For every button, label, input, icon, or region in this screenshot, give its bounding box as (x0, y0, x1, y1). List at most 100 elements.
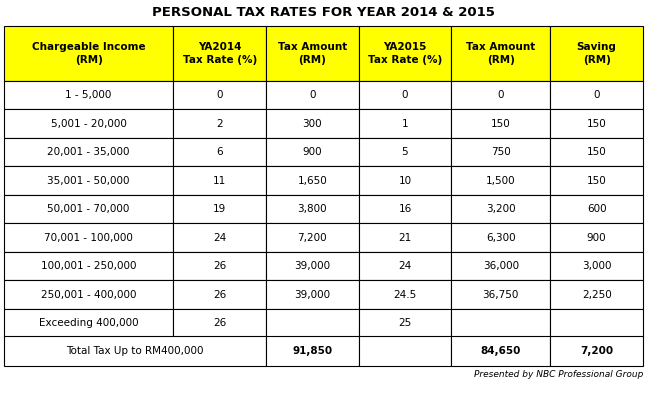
Bar (452, 81, 551, 109)
Text: 50,001 - 70,000: 50,001 - 70,000 (47, 204, 130, 214)
Text: 36,000: 36,000 (483, 261, 519, 271)
Text: 100,001 - 250,000: 100,001 - 250,000 (41, 261, 137, 271)
Text: 6,300: 6,300 (486, 233, 516, 243)
Text: PERSONAL TAX RATES FOR YEAR 2014 & 2015: PERSONAL TAX RATES FOR YEAR 2014 & 2015 (152, 7, 495, 19)
Text: 84,650: 84,650 (481, 346, 521, 356)
Text: 39,000: 39,000 (294, 290, 331, 300)
Bar (173, 81, 266, 109)
Bar (358, 81, 452, 109)
Text: 0: 0 (402, 90, 408, 100)
Text: 16: 16 (399, 204, 411, 214)
Text: 39,000: 39,000 (294, 261, 331, 271)
Text: YA2014
Tax Rate (%): YA2014 Tax Rate (%) (182, 42, 257, 65)
Bar (266, 166, 358, 195)
Bar (173, 166, 266, 195)
Text: 600: 600 (587, 204, 606, 214)
Text: 1,650: 1,650 (298, 176, 327, 186)
Text: 91,850: 91,850 (292, 346, 333, 356)
Bar (4, 224, 173, 252)
Text: 10: 10 (399, 176, 411, 186)
Text: 24: 24 (213, 233, 226, 243)
Bar (173, 109, 266, 138)
Bar (551, 81, 643, 109)
Bar (551, 280, 643, 309)
Bar (551, 138, 643, 166)
Bar (266, 81, 358, 109)
Bar (266, 109, 358, 138)
Bar (452, 195, 551, 224)
Bar (551, 252, 643, 280)
Text: 20,001 - 35,000: 20,001 - 35,000 (47, 147, 130, 157)
Bar (4, 252, 173, 280)
Bar (358, 336, 452, 366)
Text: 36,750: 36,750 (483, 290, 519, 300)
Bar (4, 81, 173, 109)
Text: Total Tax Up to RM400,000: Total Tax Up to RM400,000 (66, 346, 204, 356)
Text: 24.5: 24.5 (393, 290, 417, 300)
Bar (173, 280, 266, 309)
Bar (266, 195, 358, 224)
Bar (551, 336, 643, 366)
Text: Exceeding 400,000: Exceeding 400,000 (39, 318, 138, 328)
Text: 19: 19 (213, 204, 226, 214)
Bar (173, 26, 266, 81)
Text: 26: 26 (213, 290, 226, 300)
Text: 0: 0 (309, 90, 316, 100)
Text: 250,001 - 400,000: 250,001 - 400,000 (41, 290, 137, 300)
Text: 0: 0 (216, 90, 223, 100)
Bar (4, 280, 173, 309)
Bar (452, 336, 551, 366)
Text: 300: 300 (303, 119, 322, 129)
Text: 1: 1 (402, 119, 408, 129)
Text: 900: 900 (587, 233, 606, 243)
Text: 21: 21 (399, 233, 411, 243)
Text: Chargeable Income
(RM): Chargeable Income (RM) (32, 42, 146, 65)
Bar (173, 252, 266, 280)
Bar (358, 26, 452, 81)
Text: 5: 5 (402, 147, 408, 157)
Text: YA2015
Tax Rate (%): YA2015 Tax Rate (%) (368, 42, 442, 65)
Text: 3,000: 3,000 (582, 261, 611, 271)
Text: Saving
(RM): Saving (RM) (576, 42, 617, 65)
Text: 150: 150 (491, 119, 510, 129)
Bar (358, 224, 452, 252)
Text: 2,250: 2,250 (582, 290, 611, 300)
Text: 24: 24 (399, 261, 411, 271)
Bar (551, 26, 643, 81)
Bar (452, 109, 551, 138)
Text: Presented by NBC Professional Group: Presented by NBC Professional Group (474, 370, 643, 379)
Text: 7,200: 7,200 (298, 233, 327, 243)
Text: 26: 26 (213, 261, 226, 271)
Bar (358, 252, 452, 280)
Bar (452, 26, 551, 81)
Bar (173, 224, 266, 252)
Text: Tax Amount
(RM): Tax Amount (RM) (466, 42, 536, 65)
Bar (358, 109, 452, 138)
Bar (4, 336, 266, 366)
Text: 750: 750 (491, 147, 510, 157)
Bar (452, 280, 551, 309)
Text: 11: 11 (213, 176, 226, 186)
Text: 150: 150 (587, 176, 606, 186)
Bar (358, 138, 452, 166)
Text: 1 - 5,000: 1 - 5,000 (65, 90, 112, 100)
Text: 0: 0 (498, 90, 504, 100)
Bar (452, 309, 551, 337)
Bar (551, 109, 643, 138)
Bar (551, 195, 643, 224)
Bar (452, 252, 551, 280)
Text: 7,200: 7,200 (580, 346, 613, 356)
Bar (173, 138, 266, 166)
Bar (266, 138, 358, 166)
Bar (4, 109, 173, 138)
Bar (4, 138, 173, 166)
Text: 150: 150 (587, 147, 606, 157)
Bar (4, 309, 173, 337)
Text: 25: 25 (399, 318, 411, 328)
Text: 3,200: 3,200 (486, 204, 516, 214)
Bar (358, 309, 452, 337)
Text: 150: 150 (587, 119, 606, 129)
Text: 3,800: 3,800 (298, 204, 327, 214)
Bar (173, 195, 266, 224)
Text: 900: 900 (303, 147, 322, 157)
